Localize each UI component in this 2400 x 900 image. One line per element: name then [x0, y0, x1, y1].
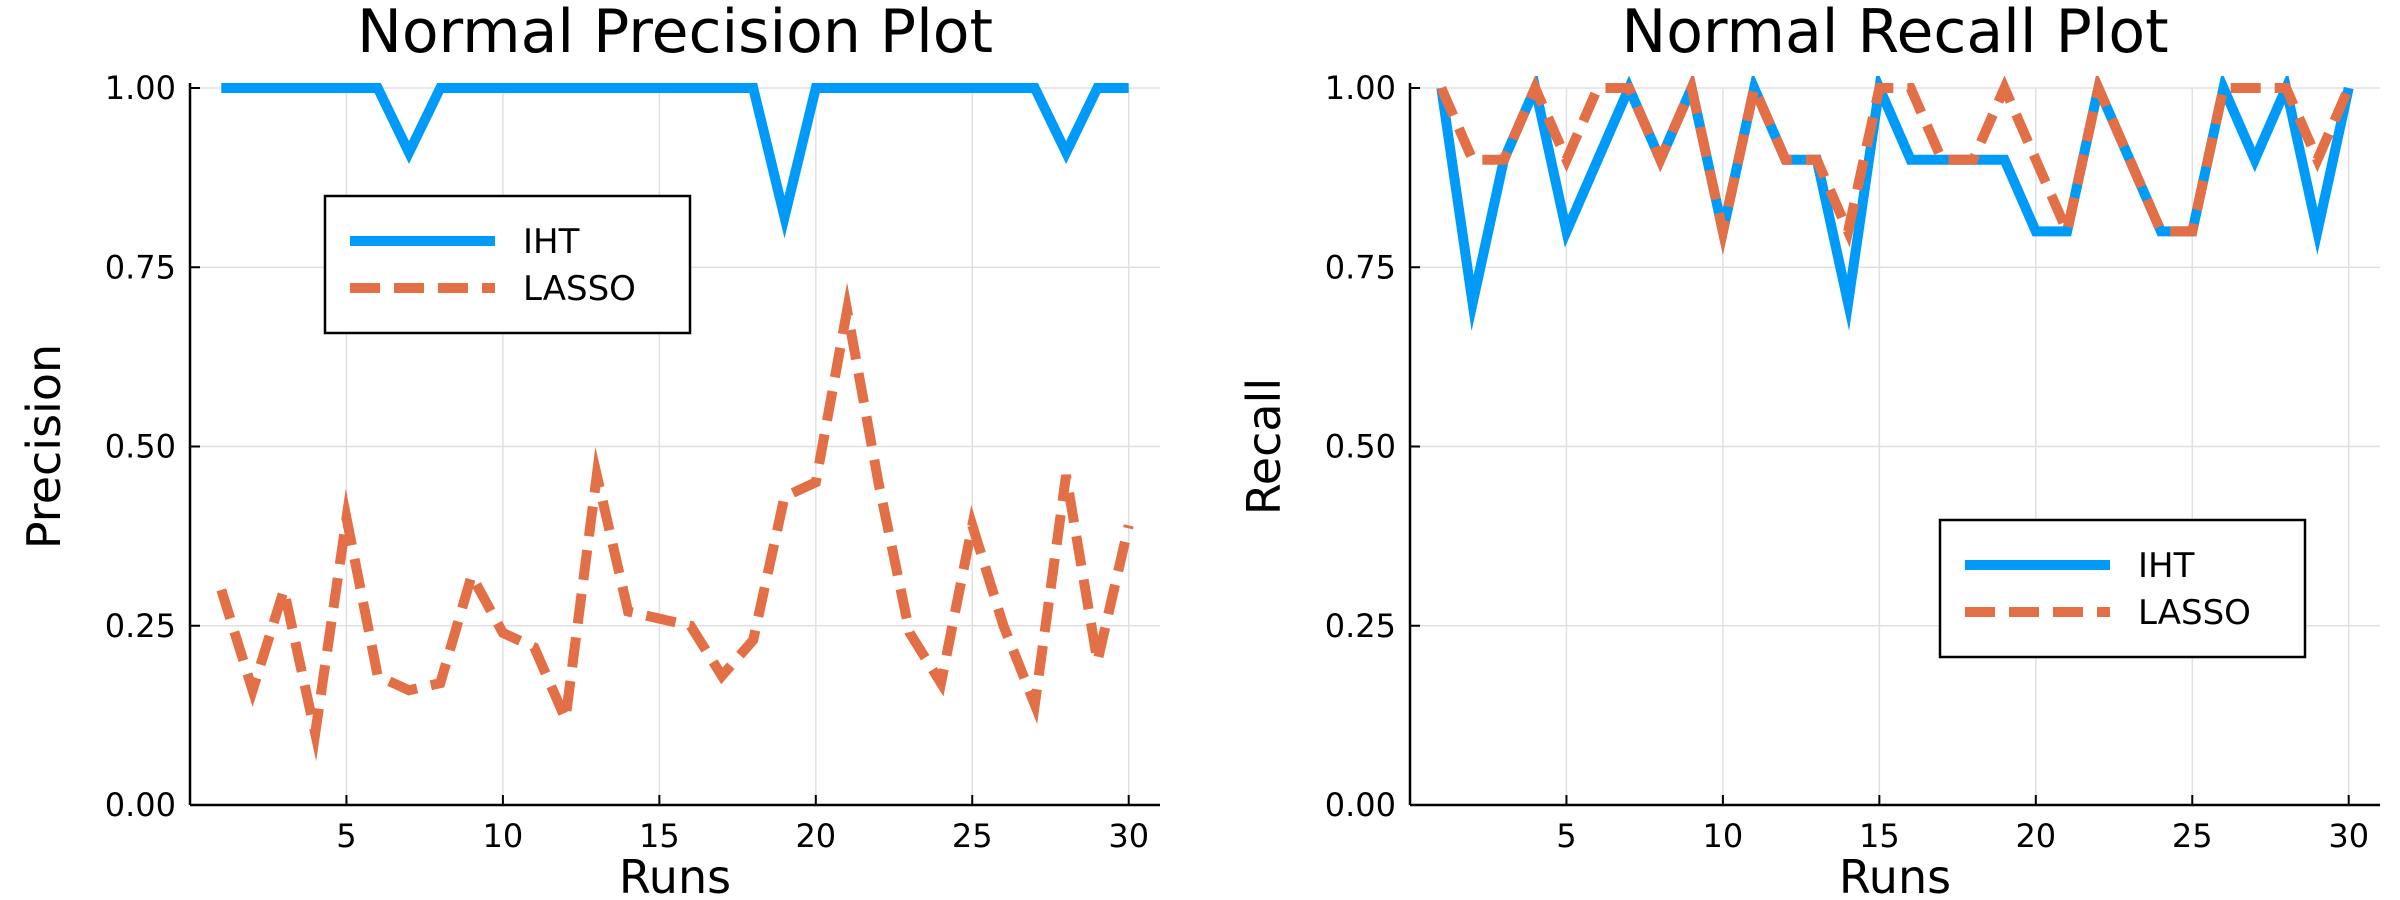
x-tick-label: 20: [2015, 817, 2056, 855]
legend-box: [1938, 518, 2307, 659]
x-tick-label: 25: [952, 817, 993, 855]
legend-label-iht: IHT: [523, 222, 580, 262]
x-axis-label: Runs: [619, 850, 731, 900]
x-tick-label: 30: [1108, 817, 1149, 855]
x-tick-label: 5: [1556, 817, 1576, 855]
x-tick-label: 25: [2172, 817, 2213, 855]
y-axis-label: Precision: [17, 344, 71, 549]
chart-panel-1: Normal Precision Plot 5 10 15 20 25 30 0.00 0.25…: [17, 0, 1160, 900]
series-line-iht: [221, 83, 1129, 239]
x-axis-label: Runs: [1839, 850, 1951, 900]
legend-box: [323, 194, 692, 335]
y-tick-label: 0.50: [105, 428, 176, 466]
legend-label-lasso: LASSO: [523, 269, 636, 309]
legend-label-iht: IHT: [2138, 546, 2195, 586]
y-tick-label: 0.25: [105, 607, 176, 645]
legend: IHT LASSO: [1938, 518, 2307, 659]
x-tick-label: 30: [2328, 817, 2369, 855]
chart-title: Normal Recall Plot: [1621, 0, 2168, 67]
chart-panel-2: Normal Recall Plot 5 10 15 20 25 30 0.00 0.25 0.5…: [1237, 0, 2380, 900]
x-tick-label: 10: [1703, 817, 1744, 855]
y-tick-label: 0.00: [1325, 786, 1396, 824]
legend: IHT LASSO: [323, 194, 692, 335]
x-tick-label: 15: [1859, 817, 1900, 855]
y-tick-label: 0.75: [1325, 248, 1396, 286]
y-tick-label: 0.25: [1325, 607, 1396, 645]
y-tick-label: 0.00: [105, 786, 176, 824]
legend-label-lasso: LASSO: [2138, 593, 2251, 633]
x-tick-label: 15: [639, 817, 680, 855]
x-tick-label: 5: [336, 817, 356, 855]
y-tick-label: 0.75: [105, 248, 176, 286]
chart-title: Normal Precision Plot: [357, 0, 993, 67]
series-line-lasso: [1436, 76, 2354, 255]
x-tick-label: 10: [483, 817, 524, 855]
y-axis-label: Recall: [1237, 378, 1291, 515]
y-tick-label: 1.00: [1325, 69, 1396, 107]
x-tick-label: 20: [795, 817, 836, 855]
y-tick-label: 1.00: [105, 69, 176, 107]
series-line-lasso: [216, 282, 1134, 762]
y-tick-label: 0.50: [1325, 428, 1396, 466]
